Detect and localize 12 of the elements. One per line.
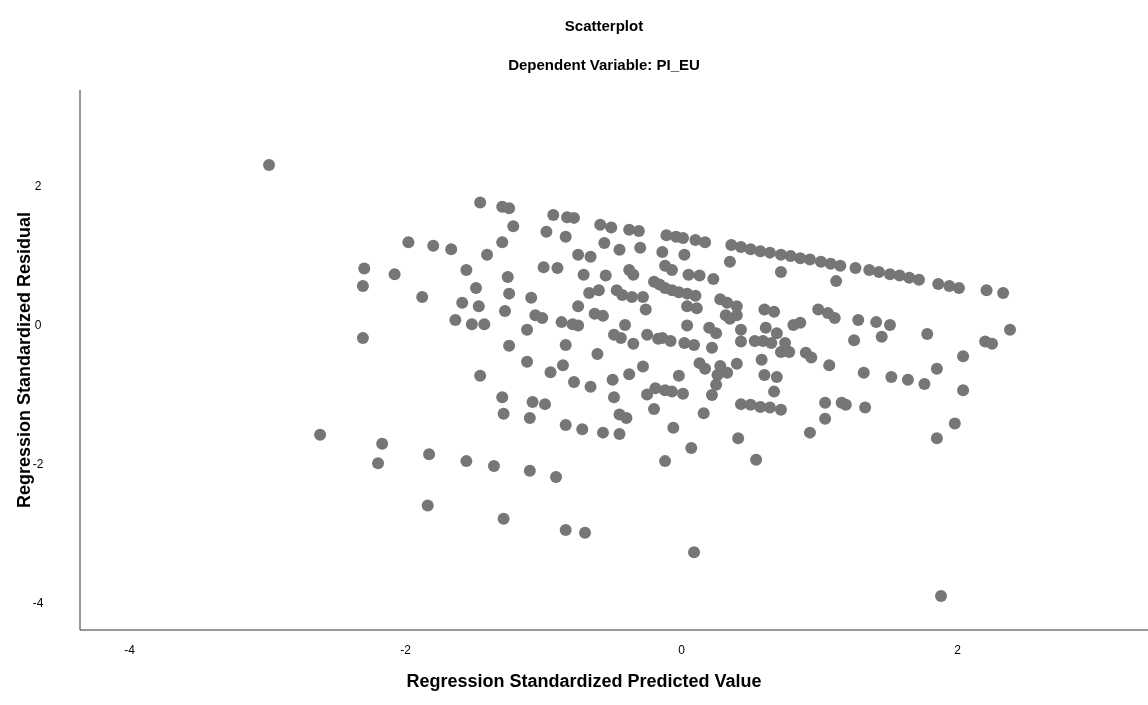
x-tick-label: 2 — [954, 643, 962, 657]
x-tick-label: -4 — [124, 643, 136, 657]
y-tick-label: 2 — [34, 179, 42, 194]
y-axis-title: Regression Standardized Residual — [14, 211, 34, 509]
x-tick-label: -2 — [400, 643, 412, 657]
chart-subtitle: Dependent Variable: PI_EU — [508, 56, 700, 73]
x-axis-title: Regression Standardized Predicted Value — [406, 671, 762, 691]
x-tick-label: 0 — [678, 643, 686, 657]
y-tick-label: -2 — [32, 457, 44, 472]
chart-title: Scatterplot — [564, 17, 644, 34]
y-tick-label: -4 — [32, 596, 44, 611]
y-tick-label: 0 — [34, 318, 42, 333]
